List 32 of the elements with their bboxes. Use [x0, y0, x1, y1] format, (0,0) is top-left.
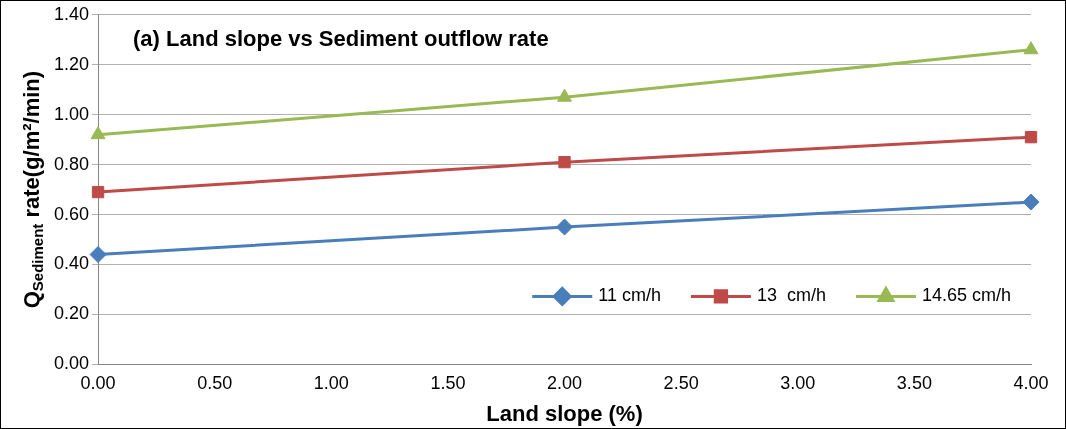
- point: [89, 246, 107, 264]
- point: [557, 88, 572, 102]
- x-axis-title: Land slope (%): [486, 401, 643, 427]
- point: [91, 185, 105, 199]
- x-tick-label: 4.00: [1013, 373, 1049, 394]
- point: [90, 126, 106, 140]
- point: [1022, 193, 1040, 211]
- y-tick-label: 1.00: [53, 103, 90, 124]
- y-tick-label: 0.00: [53, 353, 90, 374]
- y-tick-label: 0.40: [53, 253, 90, 274]
- x-tick-label: 0.50: [197, 373, 233, 394]
- x-tick-label: 1.50: [430, 373, 466, 394]
- legend-label: 14.65 cm/h: [921, 285, 1012, 306]
- y-tick-label: 0.60: [53, 203, 90, 224]
- x-tick-label: 2.00: [546, 373, 583, 394]
- y-tick-label: 0.80: [53, 153, 90, 174]
- y-tick-label: 1.40: [53, 3, 90, 24]
- y-axis-title: QSediment rate(g/m²/min): [19, 70, 47, 309]
- point: [558, 155, 571, 169]
- y-tick-label: 0.20: [53, 303, 90, 324]
- x-tick-label: 1.00: [313, 373, 349, 394]
- point: [556, 218, 574, 236]
- text: (a) Land slope vs Sediment outflow rate: [133, 25, 549, 51]
- x-tick-label: 2.50: [663, 373, 699, 394]
- x-tick-label: 3.50: [896, 373, 932, 394]
- x-tick-label: 3.00: [780, 373, 816, 394]
- y-tick-label: 1.20: [53, 53, 90, 74]
- legend-label: 11 cm/h: [598, 285, 661, 306]
- point: [1024, 131, 1038, 144]
- x-tick-label: 0.00: [80, 373, 116, 394]
- point: [1023, 41, 1039, 55]
- legend-label: 13 cm/h: [756, 285, 826, 306]
